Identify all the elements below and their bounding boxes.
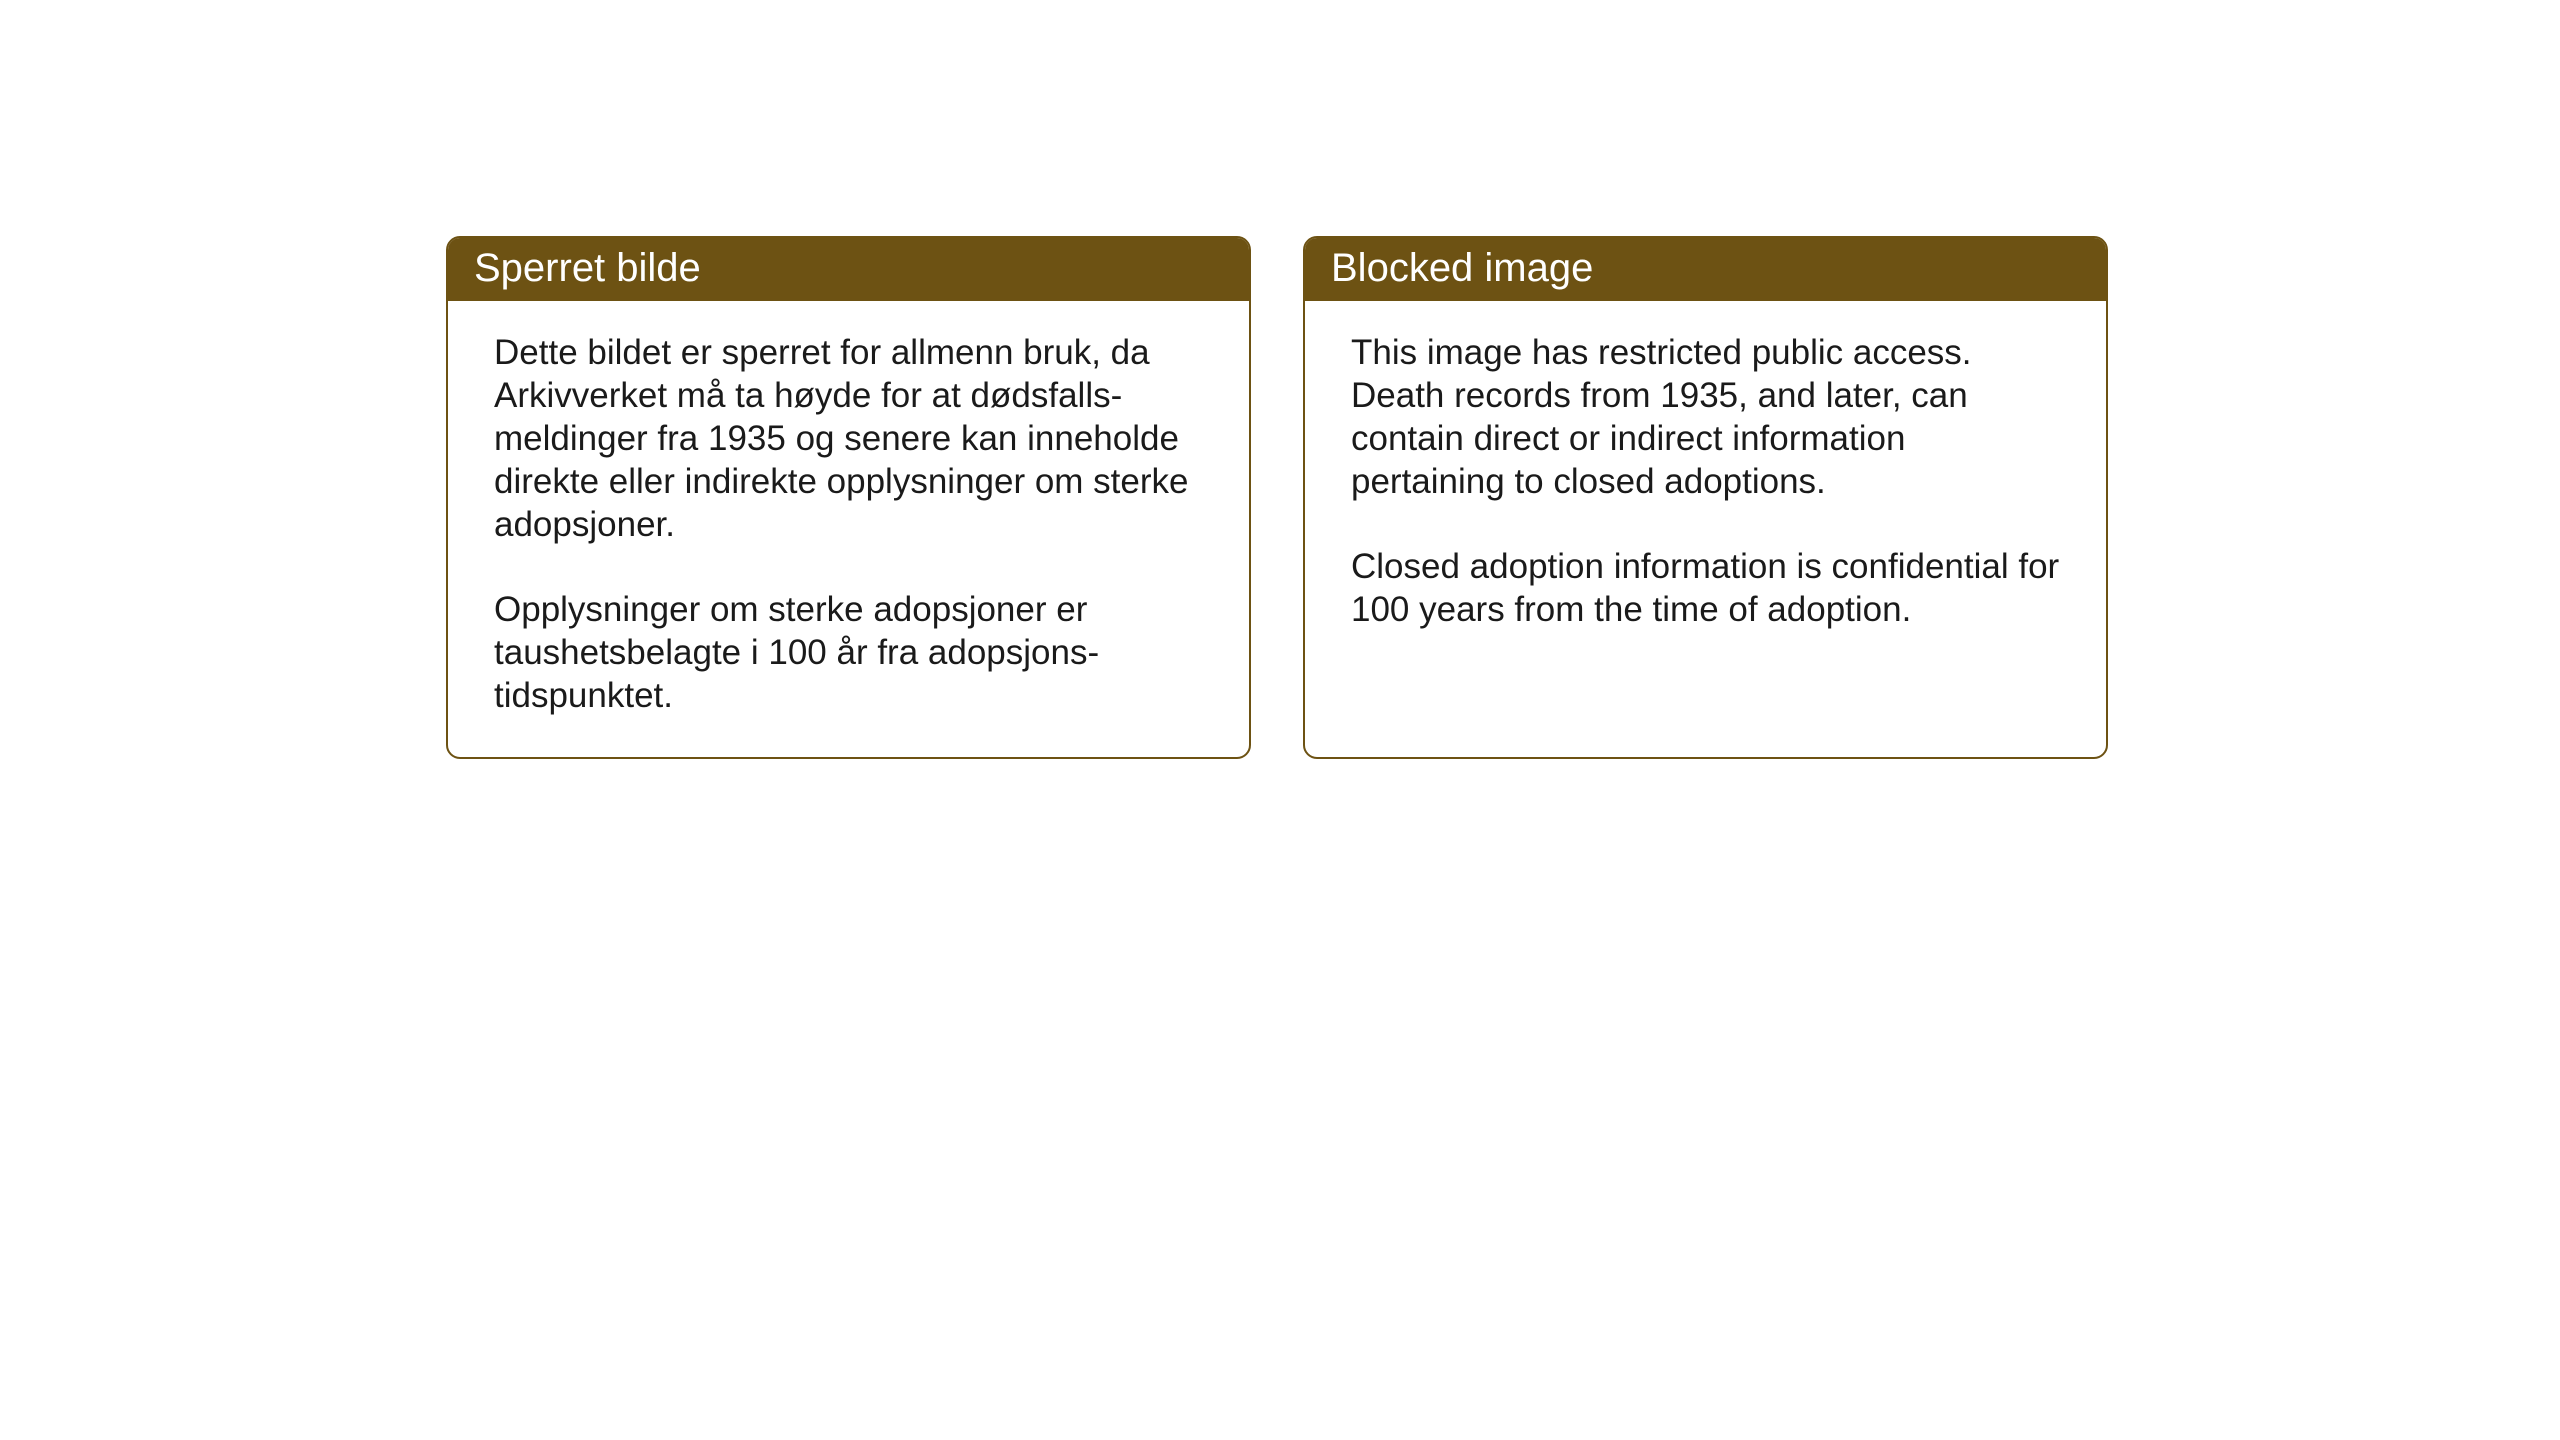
card-header-norwegian: Sperret bilde — [448, 238, 1249, 301]
card-body-norwegian: Dette bildet er sperret for allmenn bruk… — [448, 301, 1249, 757]
notice-card-english: Blocked image This image has restricted … — [1303, 236, 2108, 759]
card-body-english: This image has restricted public access.… — [1305, 301, 2106, 757]
para-norwegian-2: Opplysninger om sterke adopsjoner er tau… — [494, 588, 1203, 717]
card-header-english: Blocked image — [1305, 238, 2106, 301]
para-norwegian-1: Dette bildet er sperret for allmenn bruk… — [494, 331, 1203, 546]
notice-container: Sperret bilde Dette bildet er sperret fo… — [446, 236, 2108, 759]
para-english-2: Closed adoption information is confident… — [1351, 545, 2060, 631]
notice-card-norwegian: Sperret bilde Dette bildet er sperret fo… — [446, 236, 1251, 759]
para-english-1: This image has restricted public access.… — [1351, 331, 2060, 503]
